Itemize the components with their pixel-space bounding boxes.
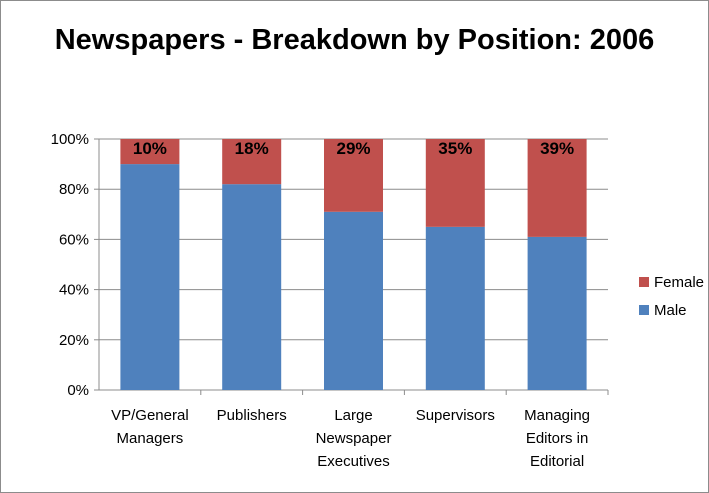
data-label: 35% xyxy=(438,139,472,158)
bar-male-3 xyxy=(425,226,485,390)
bar-male-0 xyxy=(120,164,180,390)
bar-female-4 xyxy=(527,139,587,237)
category-label: Editorial xyxy=(530,453,584,470)
data-label: 39% xyxy=(540,139,574,158)
category-label: Executives xyxy=(317,453,390,470)
category-label: Publishers xyxy=(217,407,287,424)
legend-label-female: Female xyxy=(654,274,704,291)
category-label: Managing xyxy=(524,407,590,424)
category-label: Managers xyxy=(117,430,184,447)
category-label: Newspaper xyxy=(316,430,392,447)
y-tick-label: 60% xyxy=(59,231,89,248)
bar-female-3 xyxy=(425,139,485,227)
category-label: Supervisors xyxy=(416,407,495,424)
category-label: VP/General xyxy=(111,407,189,424)
data-label: 29% xyxy=(336,139,370,158)
legend-swatch-female xyxy=(639,277,649,287)
legend-swatch-male xyxy=(639,305,649,315)
chart-title: Newspapers - Breakdown by Position: 2006 xyxy=(54,24,655,56)
bar-male-2 xyxy=(324,211,383,390)
bar-female-1 xyxy=(222,139,282,185)
data-label: 10% xyxy=(133,139,167,158)
bar-female-2 xyxy=(324,139,383,212)
y-tick-label: 0% xyxy=(67,382,89,399)
legend-label-male: Male xyxy=(654,302,687,319)
bar-male-4 xyxy=(527,236,587,390)
y-tick-label: 100% xyxy=(51,131,89,148)
bar-male-1 xyxy=(222,184,282,390)
category-label: Editors in xyxy=(526,430,589,447)
y-tick-label: 40% xyxy=(59,282,89,299)
y-tick-label: 20% xyxy=(59,332,89,349)
bar-female-0 xyxy=(120,139,180,165)
category-label: Large xyxy=(334,407,372,424)
y-tick-label: 80% xyxy=(59,181,89,198)
data-label: 18% xyxy=(235,139,269,158)
